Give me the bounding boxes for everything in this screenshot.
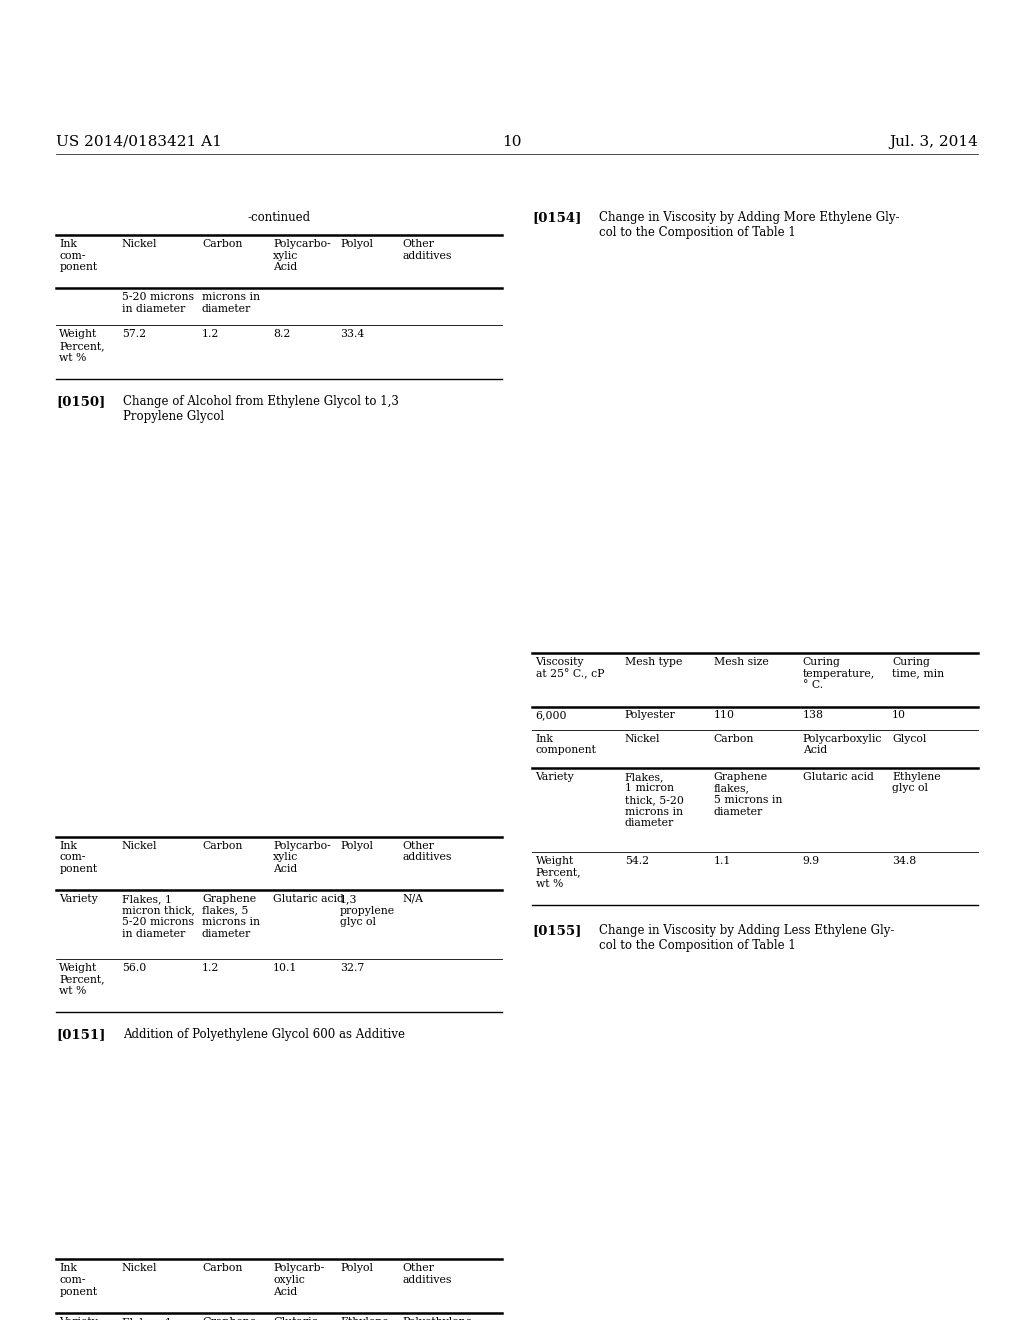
Text: microns in
diameter: microns in diameter (202, 293, 260, 314)
Text: Polyol: Polyol (340, 841, 373, 850)
Text: Flakes, 1
micron thick,
5-20 microns
in diameter: Flakes, 1 micron thick, 5-20 microns in … (122, 894, 195, 939)
Text: Polycarbo-
xylic
Acid: Polycarbo- xylic Acid (273, 841, 331, 874)
Text: Glutaric acid: Glutaric acid (803, 772, 873, 781)
Text: Weight
Percent,
wt %: Weight Percent, wt % (536, 855, 582, 888)
Text: Other
additives: Other additives (402, 239, 452, 260)
Text: Ink
com-
ponent: Ink com- ponent (59, 1263, 97, 1296)
Text: Graphene
flakes, 5
microns in
diameter: Graphene flakes, 5 microns in diameter (202, 1317, 260, 1320)
Text: 5-20 microns
in diameter: 5-20 microns in diameter (122, 293, 194, 314)
Text: Flakes,
1 micron
thick, 5-20
microns in
diameter: Flakes, 1 micron thick, 5-20 microns in … (625, 772, 683, 828)
Text: Nickel: Nickel (122, 239, 158, 249)
Text: Viscosity
at 25° C., cP: Viscosity at 25° C., cP (536, 657, 604, 680)
Text: Change in Viscosity by Adding Less Ethylene Gly-
col to the Composition of Table: Change in Viscosity by Adding Less Ethyl… (599, 924, 894, 952)
Text: Carbon: Carbon (202, 1263, 243, 1274)
Text: 6,000: 6,000 (536, 710, 567, 721)
Text: 33.4: 33.4 (340, 330, 365, 339)
Text: 57.2: 57.2 (122, 330, 145, 339)
Text: Flakes, 1
micron thick,
5-20 microns
in diameter: Flakes, 1 micron thick, 5-20 microns in … (122, 1317, 195, 1320)
Text: Change of Alcohol from Ethylene Glycol to 1,3
Propylene Glycol: Change of Alcohol from Ethylene Glycol t… (123, 395, 398, 422)
Text: [0154]: [0154] (532, 211, 582, 224)
Text: [0150]: [0150] (56, 395, 105, 408)
Text: Glutaric acid: Glutaric acid (273, 894, 344, 904)
Text: Ethylene
glyc ol: Ethylene glyc ol (340, 1317, 389, 1320)
Text: Nickel: Nickel (122, 1263, 158, 1274)
Text: 8.2: 8.2 (273, 330, 291, 339)
Text: 10: 10 (892, 710, 906, 721)
Text: Mesh size: Mesh size (714, 657, 768, 667)
Text: Carbon: Carbon (202, 239, 243, 249)
Text: Polyol: Polyol (340, 1263, 373, 1274)
Text: 1,3
propylene
glyc ol: 1,3 propylene glyc ol (340, 894, 395, 927)
Text: Other
additives: Other additives (402, 841, 452, 862)
Text: 1.1: 1.1 (714, 855, 731, 866)
Text: Polyethylene
glyc ol (600)
as wetting
agent: Polyethylene glyc ol (600) as wetting ag… (402, 1317, 472, 1320)
Text: Curing
temperature,
° C.: Curing temperature, ° C. (803, 657, 876, 690)
Text: 1.2: 1.2 (202, 962, 219, 973)
Text: Graphene
flakes, 5
microns in
diameter: Graphene flakes, 5 microns in diameter (202, 894, 260, 939)
Text: [0151]: [0151] (56, 1028, 105, 1041)
Text: 138: 138 (803, 710, 824, 721)
Text: Ink
component: Ink component (536, 734, 596, 755)
Text: Polycarboxylic
Acid: Polycarboxylic Acid (803, 734, 883, 755)
Text: Weight
Percent,
wt %: Weight Percent, wt % (59, 330, 105, 363)
Text: 1.2: 1.2 (202, 330, 219, 339)
Text: 10.1: 10.1 (273, 962, 298, 973)
Text: Nickel: Nickel (122, 841, 158, 850)
Text: Polyol: Polyol (340, 239, 373, 249)
Text: -continued: -continued (248, 211, 310, 224)
Text: Glutaric
acid: Glutaric acid (273, 1317, 317, 1320)
Text: Jul. 3, 2014: Jul. 3, 2014 (889, 135, 978, 149)
Text: Nickel: Nickel (625, 734, 660, 743)
Text: Mesh type: Mesh type (625, 657, 682, 667)
Text: Carbon: Carbon (714, 734, 754, 743)
Text: Ink
com-
ponent: Ink com- ponent (59, 239, 97, 272)
Text: Weight
Percent,
wt %: Weight Percent, wt % (59, 962, 105, 995)
Text: Ethylene
glyc ol: Ethylene glyc ol (892, 772, 940, 793)
Text: Glycol: Glycol (892, 734, 927, 743)
Text: Graphene
flakes,
5 microns in
diameter: Graphene flakes, 5 microns in diameter (714, 772, 782, 817)
Text: Carbon: Carbon (202, 841, 243, 850)
Text: Addition of Polyethylene Glycol 600 as Additive: Addition of Polyethylene Glycol 600 as A… (123, 1028, 404, 1041)
Text: [0155]: [0155] (532, 924, 582, 937)
Text: 34.8: 34.8 (892, 855, 916, 866)
Text: Ink
com-
ponent: Ink com- ponent (59, 841, 97, 874)
Text: Polycarbo-
xylic
Acid: Polycarbo- xylic Acid (273, 239, 331, 272)
Text: Variety: Variety (59, 1317, 98, 1320)
Text: Polyester: Polyester (625, 710, 676, 721)
Text: Variety: Variety (59, 894, 98, 904)
Text: 56.0: 56.0 (122, 962, 146, 973)
Text: 54.2: 54.2 (625, 855, 649, 866)
Text: US 2014/0183421 A1: US 2014/0183421 A1 (56, 135, 222, 149)
Text: Polycarb-
oxylic
Acid: Polycarb- oxylic Acid (273, 1263, 325, 1296)
Text: Change in Viscosity by Adding More Ethylene Gly-
col to the Composition of Table: Change in Viscosity by Adding More Ethyl… (599, 211, 899, 239)
Text: 110: 110 (714, 710, 735, 721)
Text: Other
additives: Other additives (402, 1263, 452, 1284)
Text: Curing
time, min: Curing time, min (892, 657, 944, 678)
Text: 32.7: 32.7 (340, 962, 365, 973)
Text: Variety: Variety (536, 772, 574, 781)
Text: 9.9: 9.9 (803, 855, 820, 866)
Text: N/A: N/A (402, 894, 423, 904)
Text: 10: 10 (502, 135, 522, 149)
